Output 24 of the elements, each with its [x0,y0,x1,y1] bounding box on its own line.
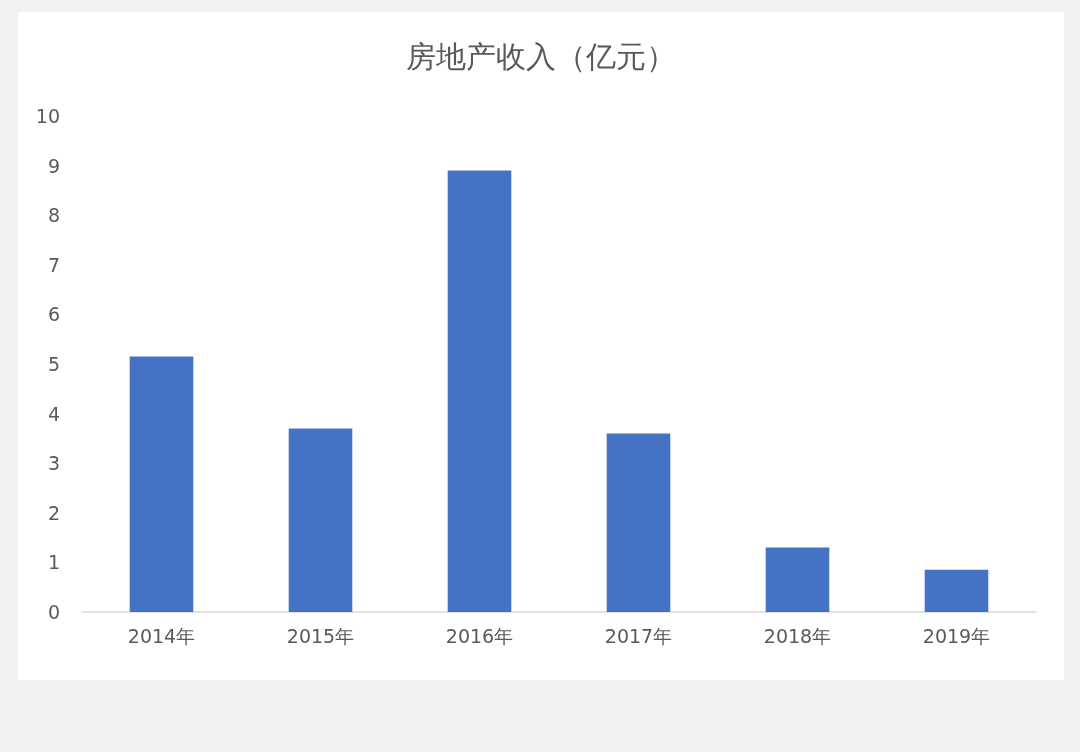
bar [606,433,671,612]
y-tick-label: 7 [47,253,60,276]
y-tick-label: 3 [47,452,60,475]
x-tick-label: 2017年 [604,624,673,647]
y-tick-label: 6 [47,303,60,326]
y-tick-label: 1 [47,551,60,574]
y-tick-label: 0 [47,601,60,623]
bar [765,547,830,612]
y-tick-label: 4 [47,402,60,425]
y-tick-label: 2 [47,501,60,524]
y-tick-label: 5 [47,353,60,375]
bar [129,356,194,612]
x-tick-label: 2016年 [445,624,514,647]
y-tick-label: 9 [47,154,60,177]
y-tick-label: 8 [47,204,60,227]
x-tick-label: 2018年 [763,624,832,647]
bar [288,428,353,612]
x-tick-label: 2015年 [286,624,355,647]
bar [447,170,512,612]
x-tick-label: 2019年 [922,624,991,647]
y-tick-label: 10 [35,105,60,127]
x-tick-label: 2014年 [127,624,196,647]
chart-title: 房地产收入（亿元） [406,38,676,74]
bar [924,569,989,612]
